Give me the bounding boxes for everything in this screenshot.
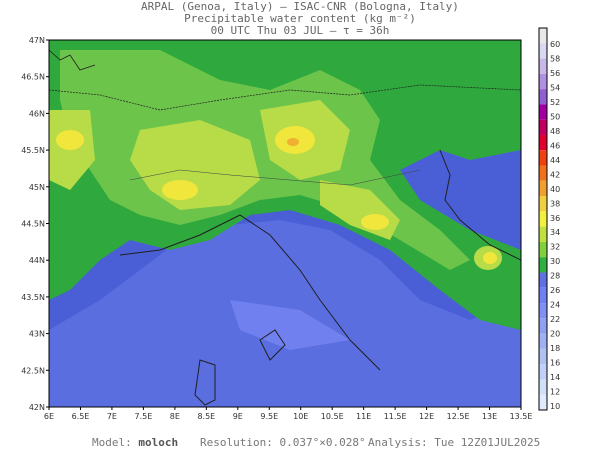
x-tick-label: 8.5E [197,412,215,421]
colorbar-swatch [539,43,547,59]
colorbar-label: 34 [550,228,560,237]
footer-resolution: Resolution: 0.037°×0.028° [200,436,366,449]
colorbar-label: 42 [550,170,560,179]
colorbar-label: 36 [550,214,560,223]
x-tick-label: 13.5E [510,412,533,421]
y-tick-label: 42.5N [21,366,45,375]
x-tick-label: 6E [44,412,54,421]
colorbar-label: 14 [550,373,560,382]
axis-ticks: 6E 6.5E 7E 7.5E 8E 8.5E 9E 9.5E 10E 10.5E 11E 11.5E… [21,36,532,421]
colorbar-swatch [539,73,547,90]
header-forecast-time: 00 UTC Thu 03 JUL — τ = 36h [210,24,390,37]
y-tick-label: 45N [29,183,45,192]
colorbar-label: 16 [550,359,560,368]
colorbar-label: 48 [550,127,560,136]
y-tick-label: 43.5N [21,293,45,302]
colorbar-label: 20 [550,330,560,339]
y-tick-label: 42N [29,403,45,412]
colorbar-label: 26 [550,286,560,295]
header-title: ARPAL (Genoa, Italy) — ISAC-CNR (Bologna… [141,0,459,13]
y-tick-label: 47N [29,36,45,45]
colorbar-label: 24 [550,301,560,310]
colorbar-label: 38 [550,199,560,208]
colorbar-label: 44 [550,156,560,165]
colorbar-label: 22 [550,315,560,324]
colorbar-swatch [539,394,547,410]
colorbar-swatch [539,333,547,349]
colorbar-swatch [539,58,547,74]
colorbar-label: 52 [550,98,560,107]
colorbar-label: 46 [550,141,560,150]
colorbar-swatch [539,303,547,319]
colorbar-label: 56 [550,69,560,78]
colorbar-swatch [539,287,547,304]
x-tick-label: 10E [293,412,308,421]
colorbar-label: 12 [550,388,560,397]
colorbar-label: 54 [550,83,560,92]
colorbar-swatch [539,318,547,334]
colorbar-swatch [539,104,547,120]
x-tick-label: 10.5E [321,412,344,421]
colorbar-swatch [539,165,547,181]
header-variable: Precipitable water content (kg m⁻²) [184,12,416,25]
x-tick-label: 11.5E [384,412,407,421]
y-tick-label: 46N [29,109,45,118]
colorbar-label: 60 [550,40,560,49]
colorbar-label: 32 [550,243,560,252]
colorbar-label: 30 [550,257,560,266]
colorbar-swatch [539,241,547,258]
y-tick-label: 46.5N [21,73,45,82]
colorbar-swatch [539,196,547,212]
footer-analysis: Analysis: Tue 12Z01JUL2025 [368,436,541,449]
colorbar-swatch [539,150,547,166]
x-tick-label: 13E [482,412,497,421]
footer-model: Model: moloch [92,436,179,449]
colorbar-swatch [539,134,547,151]
colorbar-swatch [539,89,547,105]
x-tick-label: 9.5E [260,412,278,421]
colorbar-label: 18 [550,344,560,353]
x-tick-label: 11E [356,412,371,421]
colorbar-frame [538,27,548,411]
colorbar-swatch [539,226,547,242]
colorbar-label: 40 [550,185,560,194]
x-tick-label: 7.5E [135,412,153,421]
x-tick-label: 8E [170,412,180,421]
y-tick-label: 44.5N [21,220,45,229]
x-tick-label: 9E [233,412,243,421]
colorbar-swatch [539,364,547,380]
y-tick-label: 43N [29,330,45,339]
colorbar-swatch [539,379,547,395]
y-tick-label: 44N [29,256,45,265]
colorbar-swatch [539,257,547,273]
x-tick-label: 12E [419,412,434,421]
colorbar-label: 28 [550,272,560,281]
colorbar-label: 10 [550,402,560,411]
x-tick-label: 7E [107,412,117,421]
colorbar: 60 58 56 54 52 50 48 46 44 42 40 38 36 34 32 30 28 26 24 22… [538,27,560,411]
colorbar-swatch [539,348,547,365]
colorbar-swatch [539,28,547,44]
map-field [49,40,521,407]
x-tick-label: 6.5E [72,412,90,421]
colorbar-label: 50 [550,112,560,121]
colorbar-label: 58 [550,54,560,63]
colorbar-swatch [539,211,547,227]
colorbar-swatch [539,119,547,135]
colorbar-swatch [539,272,547,288]
x-tick-label: 12.5E [447,412,470,421]
colorbar-swatch [539,180,547,197]
y-tick-label: 45.5N [21,146,45,155]
